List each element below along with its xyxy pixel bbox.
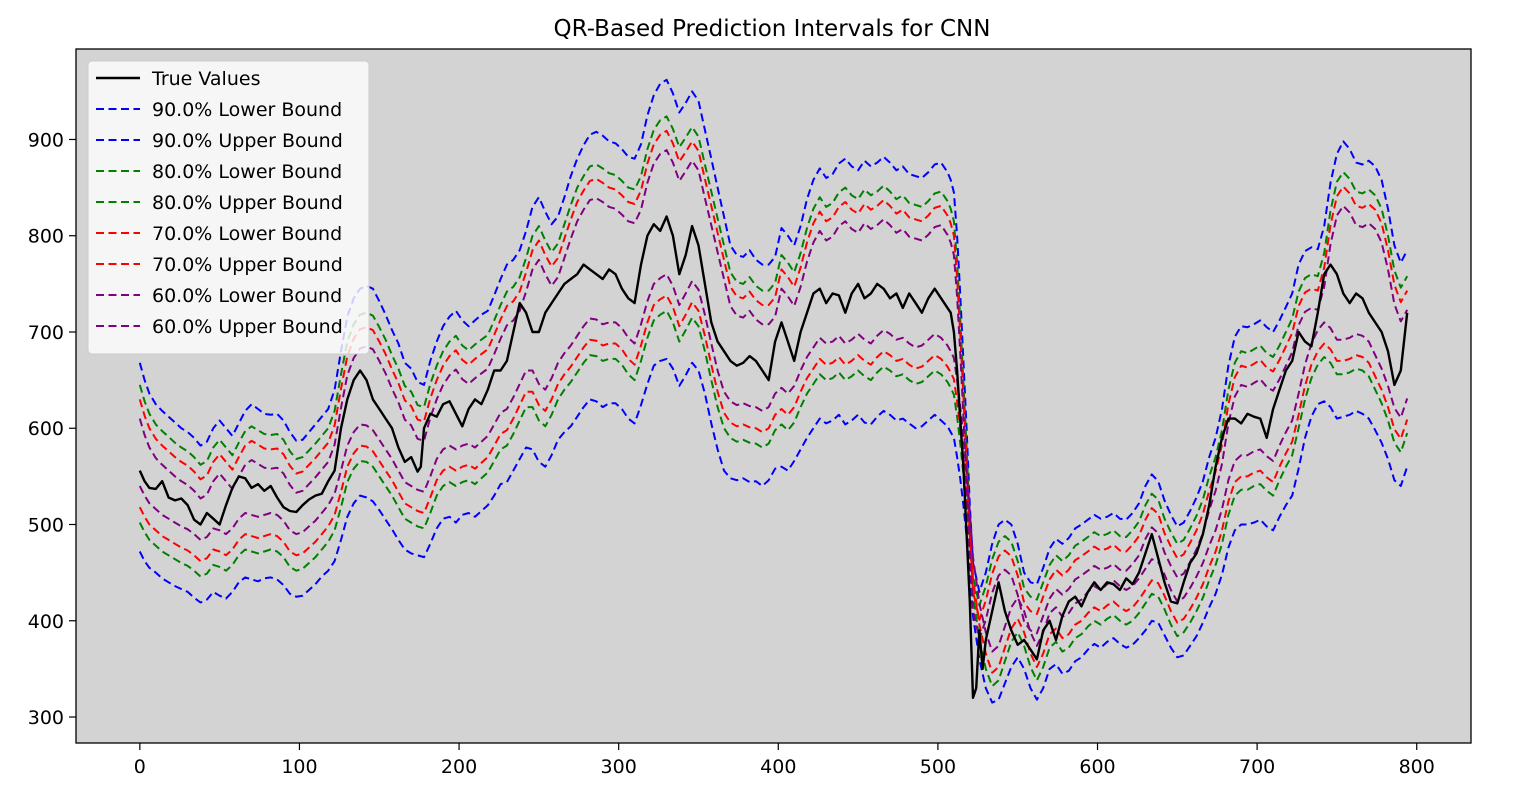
legend-box (87, 60, 370, 355)
x-tick-label: 600 (1079, 756, 1115, 778)
x-axis: 0 100 200 300 400 500 600 700 800 (134, 743, 1435, 778)
x-tick-label: 300 (601, 756, 637, 778)
y-tick-label: 500 (28, 515, 64, 537)
plot-frame (75, 48, 1472, 744)
y-tick-label: 700 (28, 322, 64, 344)
series-line-60-0-lower-bound (138, 273, 1409, 653)
chart-title: QR-Based Prediction Intervals for CNN (554, 16, 991, 42)
series-line-90-0-lower-bound (138, 357, 1409, 704)
y-tick-label: 600 (28, 418, 64, 440)
x-tick-label: 800 (1399, 756, 1435, 778)
legend: True Values 90.0% Lower Bound 90.0% Upper … (87, 60, 370, 355)
legend-label: 80.0% Lower Bound (152, 161, 342, 183)
series-line-true-values (138, 215, 1409, 699)
legend-label: 90.0% Upper Bound (152, 130, 343, 152)
x-tick-label: 700 (1239, 756, 1275, 778)
legend-label: 60.0% Upper Bound (152, 316, 343, 338)
series-line-70-0-lower-bound (138, 294, 1409, 674)
y-tick-label: 400 (28, 611, 64, 633)
x-tick-label: 200 (441, 756, 477, 778)
y-tick-label: 800 (28, 226, 64, 248)
legend-label: 80.0% Upper Bound (152, 192, 343, 214)
x-tick-label: 500 (920, 756, 956, 778)
legend-label: 70.0% Lower Bound (152, 223, 342, 245)
legend-label: 70.0% Upper Bound (152, 254, 343, 276)
legend-label: 90.0% Lower Bound (152, 99, 342, 121)
series-line-80-0-lower-bound (138, 309, 1409, 688)
legend-label: True Values (151, 68, 260, 90)
x-tick-label: 400 (760, 756, 796, 778)
y-tick-label: 300 (28, 707, 64, 729)
legend-label: 60.0% Lower Bound (152, 285, 342, 307)
x-tick-label: 0 (134, 756, 146, 778)
y-axis: 300 400 500 600 700 800 900 (28, 129, 76, 729)
x-tick-label: 100 (281, 756, 317, 778)
series-layer (138, 78, 1409, 704)
y-tick-label: 900 (28, 129, 64, 151)
